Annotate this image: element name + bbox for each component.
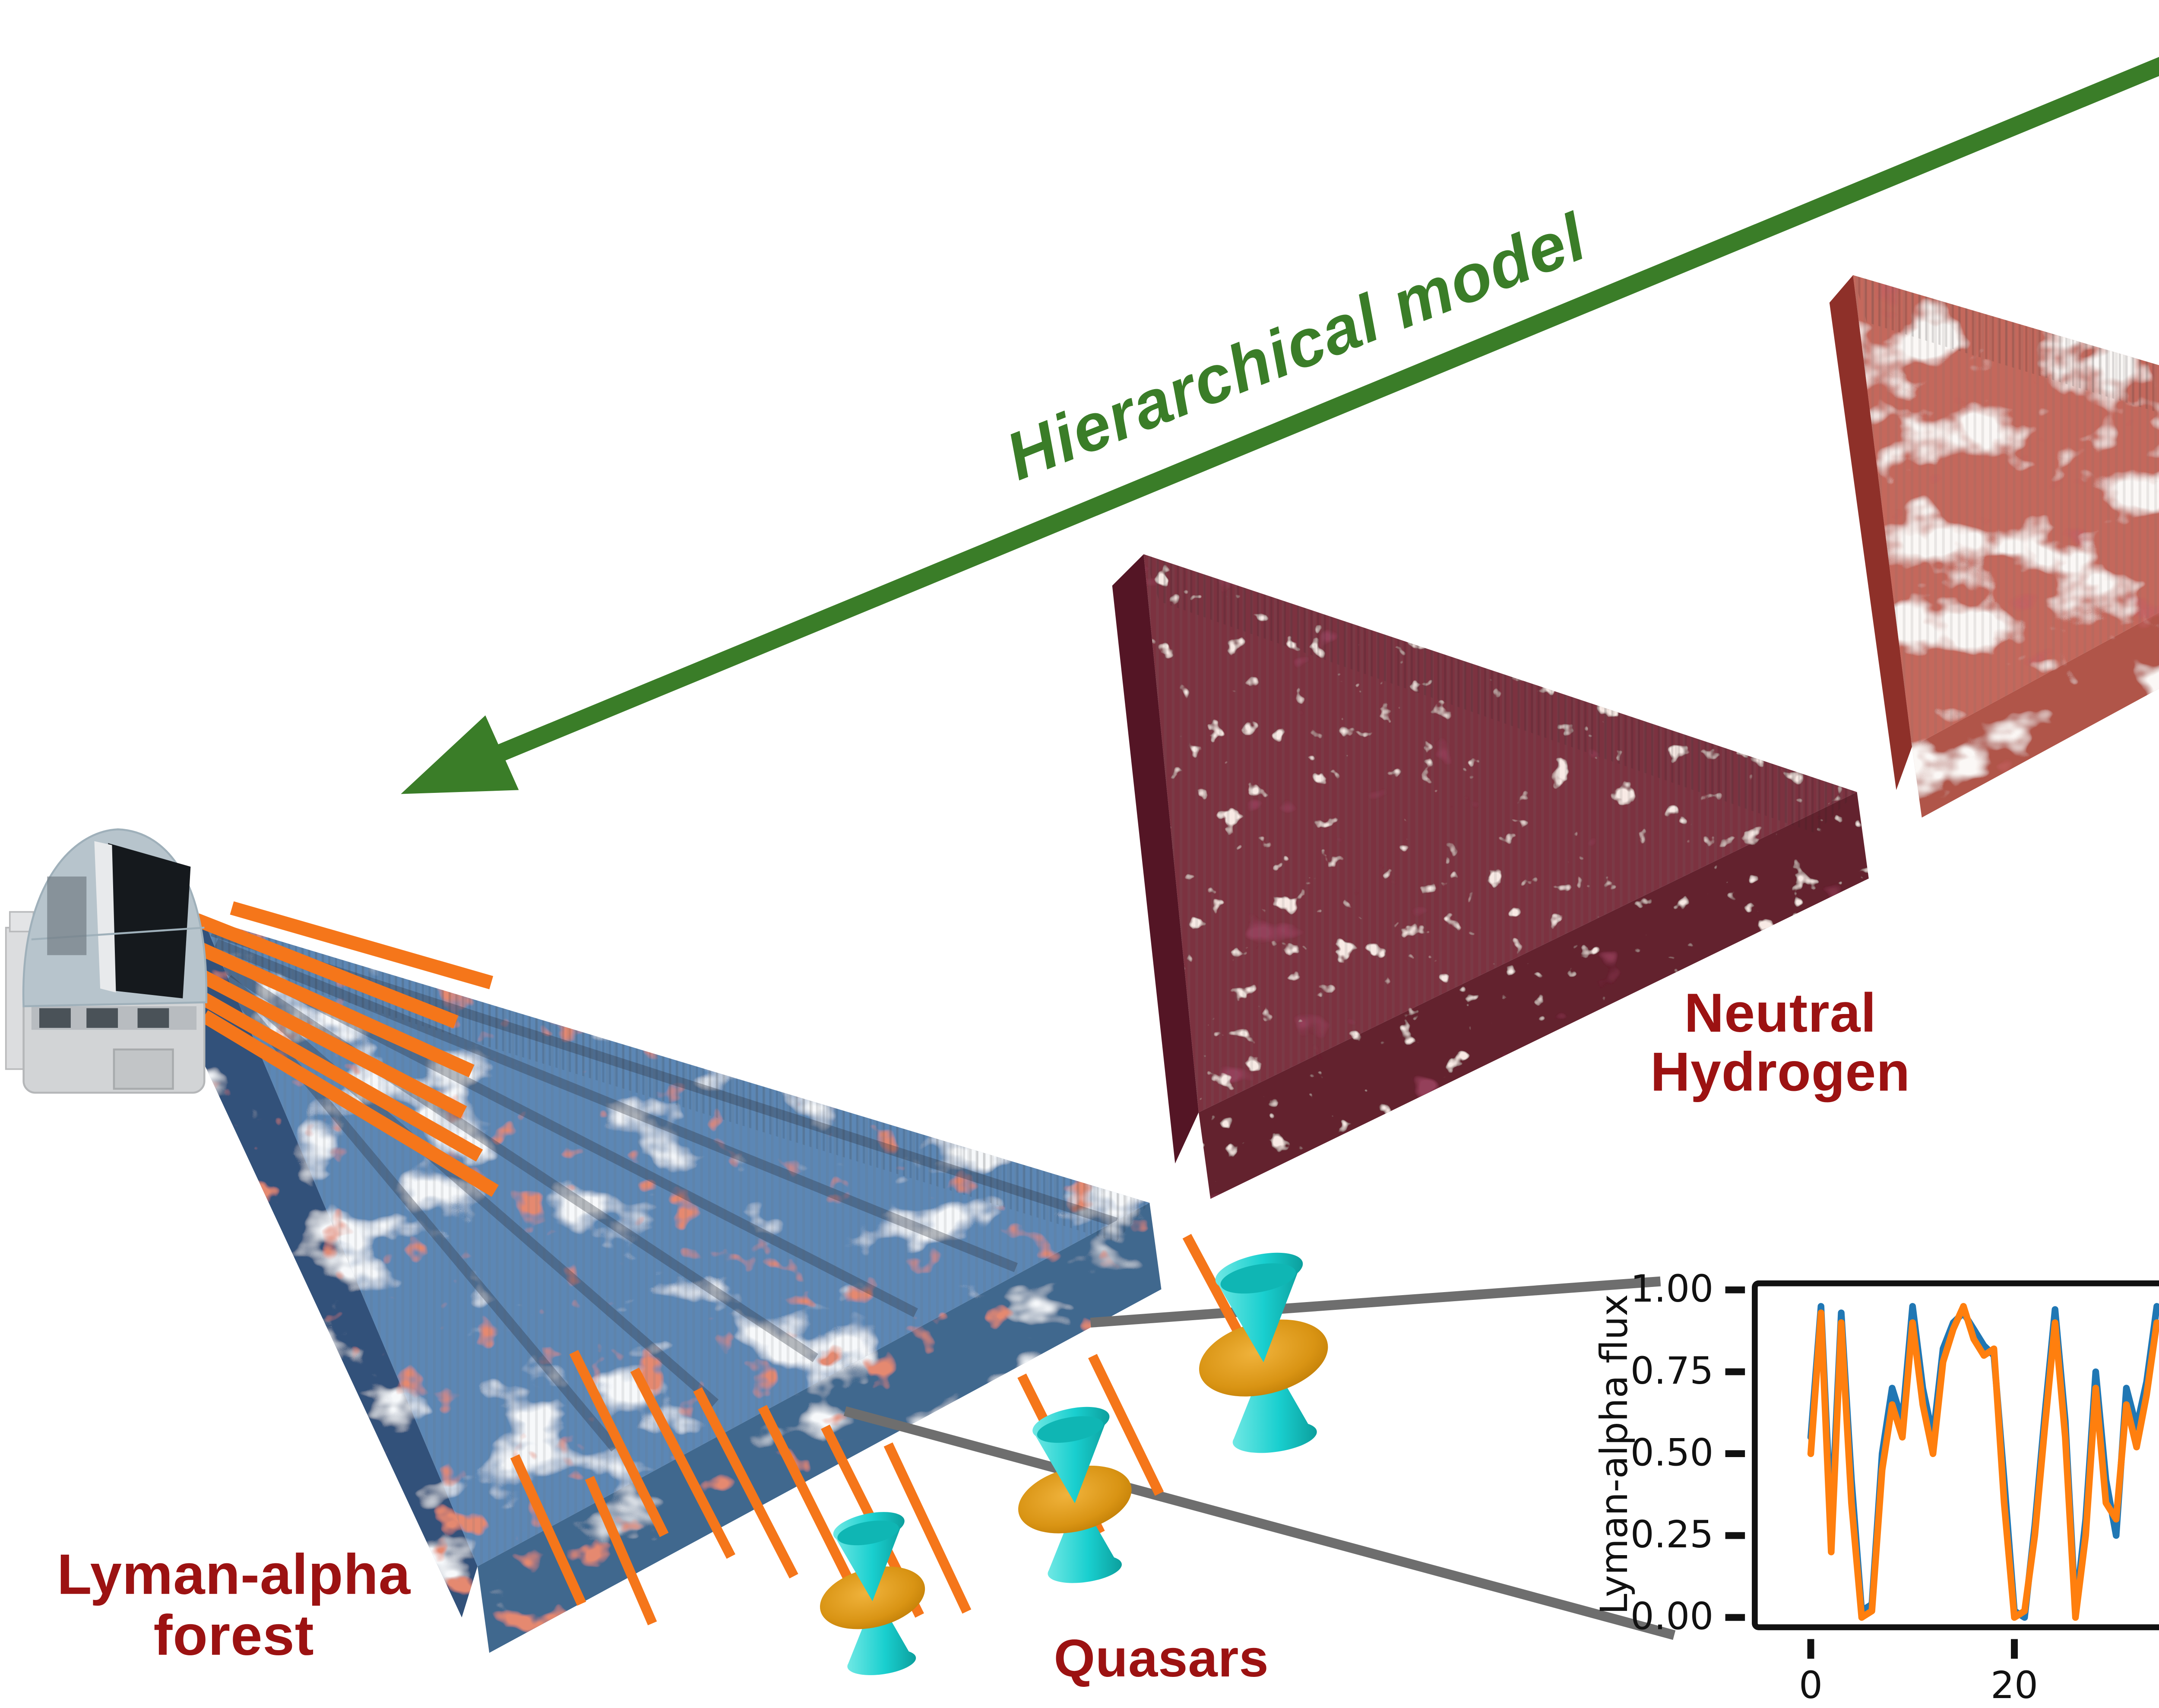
y-tick-label: 0.00 <box>1630 1595 1713 1638</box>
neutral-hydrogen-label: Neutral Hydrogen <box>1588 982 1973 1103</box>
y-tick-label: 0.50 <box>1630 1431 1713 1474</box>
neutral-hydrogen-label-line2: Hydrogen <box>1650 1042 1911 1103</box>
quasars-label: Quasars <box>1054 1629 1269 1689</box>
hierarchical-arrow <box>401 57 2159 794</box>
x-axis-ticks: 020406080100 <box>1799 1639 2038 1707</box>
sightline-beams <box>181 901 499 1197</box>
arrowhead-icon <box>401 715 519 794</box>
y-axis-label: Lyman-alpha flux <box>1593 1294 1636 1615</box>
lyman-alpha-flux-chart: 020406080100 0.000.250.500.751.00 Lyman-… <box>1593 1268 2159 1707</box>
ionized-gas-wedge <box>1829 275 2159 818</box>
zoom-connector-lines <box>843 1276 1676 1640</box>
y-tick-label: 1.00 <box>1630 1268 1713 1311</box>
lyman-alpha-forest-label-line2: forest <box>153 1606 314 1670</box>
neutral-hydrogen-label-line1: Neutral <box>1684 982 1877 1044</box>
telescope-icon <box>5 828 208 1094</box>
series-line-prediction <box>1807 1303 2159 1621</box>
x-tick-label: 20 <box>1991 1664 2038 1707</box>
lyman-alpha-forest-label-line1: Lyman-alpha <box>57 1544 411 1608</box>
y-axis-ticks: 0.00 0.25 0.50 0.75 1.00 <box>1630 1268 1745 1638</box>
quasar-icon <box>1011 1407 1139 1583</box>
chart-series <box>1807 1303 2159 1621</box>
series-line-simulation <box>1807 1303 2159 1621</box>
y-tick-label: 0.25 <box>1630 1513 1713 1556</box>
lyman-alpha-forest-label: Lyman-alpha forest <box>0 1544 468 1670</box>
y-tick-label: 0.75 <box>1630 1350 1713 1393</box>
lyman-alpha-wedge <box>183 918 1162 1653</box>
x-tick-label: 0 <box>1799 1664 1823 1707</box>
neutral-hydrogen-wedge <box>1112 554 1869 1199</box>
